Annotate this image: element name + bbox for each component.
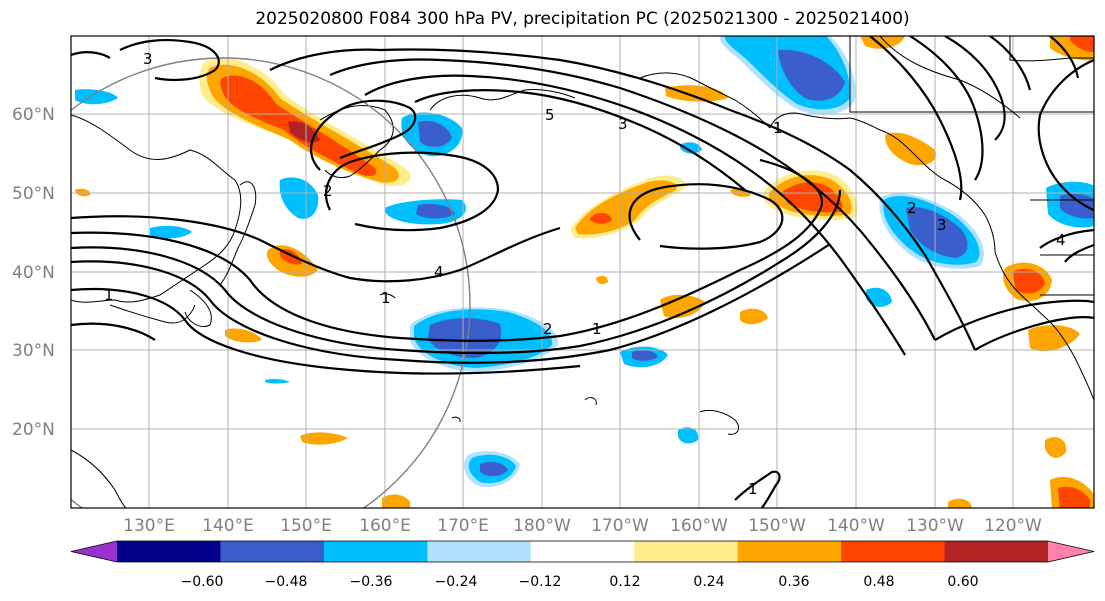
- lon-label: 170°W: [591, 516, 649, 536]
- colorbar-segment: [841, 541, 946, 562]
- precip-positive-region: [885, 132, 936, 166]
- colorbar-outline: [70, 540, 1095, 563]
- colorbar-tick-label: −0.12: [519, 574, 562, 590]
- colorbar-extend-low: [71, 541, 117, 562]
- colorbar-tick-label: 0.48: [863, 574, 894, 590]
- precip-positive-region: [225, 328, 262, 343]
- precip-positive-region: [300, 432, 348, 445]
- lon-label: 180°W: [513, 516, 571, 536]
- colorbar: [70, 540, 1095, 563]
- lon-label: 150°W: [748, 516, 806, 536]
- lon-label: 150°E: [280, 516, 332, 536]
- precip-positive-region: [1012, 268, 1045, 294]
- colorbar-segment: [220, 541, 325, 562]
- precip-positive-region: [660, 294, 705, 319]
- lon-label: 120°W: [984, 516, 1042, 536]
- lon-label: 170°E: [437, 516, 489, 536]
- precip-positive-region: [948, 498, 972, 508]
- colorbar-segment: [737, 541, 842, 562]
- contour-label: 3: [143, 50, 153, 68]
- colorbar-segment: [117, 541, 221, 562]
- precip-positive-region: [740, 308, 768, 325]
- lat-label: 20°N: [12, 420, 55, 440]
- precip-negative-region: [678, 427, 699, 444]
- contour-labels: 3 2 5 3 1 4 2 1 1 2 3 4 1 1: [104, 50, 1066, 498]
- colorbar-tick-label: −0.24: [435, 574, 478, 590]
- precip-positive-region: [782, 182, 843, 213]
- contour-label: 4: [434, 263, 444, 281]
- contour-label: 3: [618, 115, 628, 133]
- lat-label: 60°N: [12, 105, 55, 125]
- precip-negative-region: [632, 349, 658, 361]
- lat-label: 30°N: [12, 341, 55, 361]
- contour-label: 2: [323, 182, 333, 200]
- colorbar-tick-label: −0.36: [350, 574, 393, 590]
- precip-positive-region: [860, 36, 905, 49]
- precip-negative-region: [279, 177, 319, 219]
- pv-contours: [71, 36, 1094, 508]
- precip-negative-region: [428, 318, 502, 358]
- precip-negative-region: [418, 120, 452, 147]
- colorbar-tick-label: 0.24: [693, 574, 724, 590]
- contour-label: 1: [748, 480, 758, 498]
- colorbar-tick-labels: −0.60 −0.48 −0.36 −0.24 −0.12 0.12 0.24 …: [181, 574, 979, 590]
- lon-label: 130°E: [123, 516, 175, 536]
- precip-negative-region: [906, 207, 968, 258]
- colorbar-segment: [427, 541, 532, 562]
- precip-positive-region: [288, 121, 320, 143]
- contour-label: 2: [907, 199, 917, 217]
- colorbar-tick-label: 0.12: [609, 574, 640, 590]
- contour-label: 1: [773, 119, 783, 137]
- reference-circle: [71, 57, 471, 508]
- colorbar-extend-high: [1048, 541, 1094, 562]
- precip-positive-region: [590, 212, 612, 224]
- precip-negative-region: [778, 49, 845, 101]
- precip-negative-region: [75, 89, 118, 105]
- precip-negative-region: [150, 225, 192, 239]
- map-frame: [70, 35, 1095, 509]
- colorbar-segment: [944, 541, 1049, 562]
- latitude-labels: 60°N 50°N 40°N 30°N 20°N: [12, 105, 55, 440]
- contour-label: 4: [1056, 231, 1066, 249]
- precip-negative-region: [416, 204, 455, 219]
- lon-label: 160°W: [670, 516, 728, 536]
- contour-label: 3: [937, 216, 947, 234]
- lon-label: 130°W: [906, 516, 964, 536]
- precip-shading: [75, 36, 1094, 508]
- lon-label: 140°E: [202, 516, 254, 536]
- precip-positive-region: [1045, 437, 1067, 458]
- precip-negative-region: [680, 142, 702, 154]
- graticule: [71, 36, 1094, 508]
- precip-negative-region: [480, 462, 508, 477]
- colorbar-tick-label: −0.60: [181, 574, 224, 590]
- lat-label: 50°N: [12, 184, 55, 204]
- colorbar-tick-label: −0.48: [265, 574, 308, 590]
- contour-label: 2: [543, 320, 553, 338]
- precip-negative-region: [866, 287, 892, 307]
- longitude-labels: 130°E 140°E 150°E 160°E 170°E 180°W 170°…: [123, 516, 1042, 536]
- colorbar-segment: [530, 541, 635, 562]
- contour-label: 1: [592, 320, 602, 338]
- precip-positive-region: [1070, 36, 1094, 52]
- lat-label: 40°N: [12, 263, 55, 283]
- lon-label: 140°W: [827, 516, 885, 536]
- map-title: 2025020800 F084 300 hPa PV, precipitatio…: [255, 9, 910, 29]
- contour-label: 1: [104, 286, 114, 304]
- colorbar-segment: [634, 541, 739, 562]
- lon-label: 160°E: [359, 516, 411, 536]
- colorbar-tick-label: 0.60: [947, 574, 978, 590]
- colorbar-segment: [323, 541, 428, 562]
- precip-positive-region: [1058, 486, 1090, 508]
- colorbar-tick-label: 0.36: [778, 574, 809, 590]
- precip-positive-region: [596, 275, 608, 285]
- precip-positive-region: [382, 494, 410, 508]
- precip-negative-region: [265, 378, 290, 384]
- contour-label: 5: [545, 106, 555, 124]
- contour-label: 1: [381, 289, 391, 307]
